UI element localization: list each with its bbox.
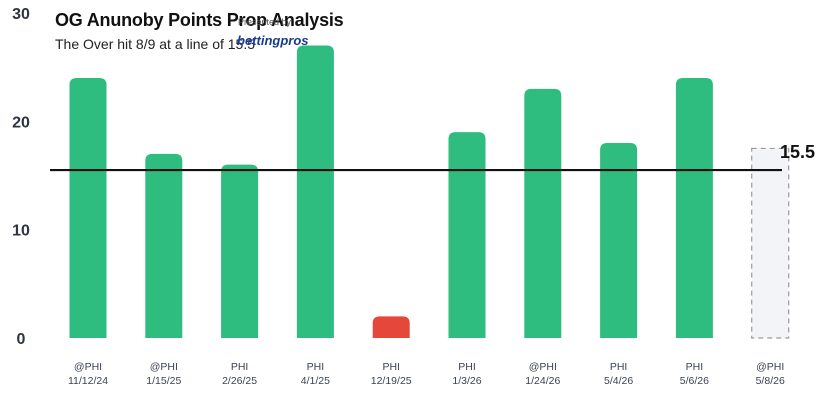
bar-over — [675, 78, 713, 338]
bar-over — [524, 88, 562, 338]
x-tick-label-opponent: PHI — [458, 361, 476, 373]
x-tick-label-date: 1/24/26 — [525, 375, 560, 387]
x-tick-label-date: 2/26/25 — [222, 375, 257, 387]
x-tick-label-opponent: PHI — [610, 361, 628, 373]
y-tick-label: 10 — [12, 223, 30, 240]
x-tick-label-opponent: PHI — [382, 361, 400, 373]
y-tick-label: 0 — [17, 331, 26, 348]
bar-over — [296, 45, 334, 338]
bar-over — [145, 153, 183, 338]
x-tick-label-date: 5/4/26 — [604, 375, 633, 387]
bar-over — [221, 164, 259, 338]
x-tick-label-opponent: PHI — [231, 361, 249, 373]
bar-under — [372, 316, 410, 338]
y-tick-label: 20 — [12, 114, 30, 131]
bar-over — [448, 132, 486, 338]
bettingpros-logo: bettingpros — [237, 33, 309, 48]
x-tick-label-opponent: PHI — [686, 361, 704, 373]
x-tick-label-date: 12/19/25 — [371, 375, 412, 387]
x-tick-label-date: 11/12/24 — [68, 375, 108, 387]
x-tick-label-opponent: @PHI — [74, 361, 102, 373]
x-tick-label-opponent: @PHI — [150, 361, 178, 373]
bar-over — [600, 143, 638, 338]
chart-title: OG Anunoby Points Prop Analysis — [55, 10, 344, 30]
x-tick-label-date: 1/15/25 — [146, 375, 181, 387]
x-tick-label-date: 5/6/26 — [680, 375, 709, 387]
bar-over — [69, 78, 107, 338]
chart-subtitle: The Over hit 8/9 at a line of 15.5 — [55, 36, 256, 52]
y-tick-label: 30 — [12, 6, 30, 23]
presented-by-label: Presented by — [238, 17, 292, 27]
x-tick-label-date: 4/1/25 — [301, 375, 330, 387]
x-tick-label-opponent: @PHI — [529, 361, 557, 373]
x-tick-label-date: 5/8/26 — [756, 375, 785, 387]
x-tick-label-opponent: PHI — [307, 361, 325, 373]
x-tick-label-date: 1/3/26 — [452, 375, 481, 387]
prop-line-label: 15.5 — [780, 142, 815, 162]
x-tick-label-opponent: @PHI — [756, 361, 784, 373]
bar-pending — [751, 147, 790, 339]
